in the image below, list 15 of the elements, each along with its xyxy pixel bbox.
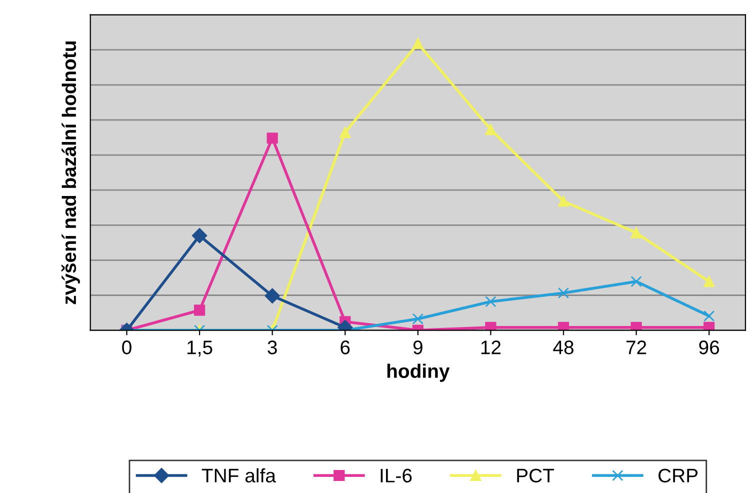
x-tick-label: 48: [553, 340, 574, 354]
legend-label: PCT: [517, 468, 554, 483]
x-tick-label: 72: [626, 340, 646, 354]
x-axis-title: hodiny: [387, 364, 450, 382]
legend-label: CRP: [658, 468, 698, 483]
x-tick-label: 12: [481, 340, 501, 354]
x-tick-label: 96: [699, 340, 720, 354]
x-tick-label: 9: [413, 340, 422, 354]
x-tick-label: 1,5: [188, 340, 212, 357]
y-axis-title: zvýšení nad bazální hodnotu: [61, 41, 80, 304]
x-tick-label: 3: [268, 340, 277, 354]
legend-label: IL-6: [380, 468, 412, 483]
legend-label: TNF alfa: [202, 468, 276, 483]
x-tick-label: 0: [122, 340, 132, 354]
x-tick-label: 6: [340, 340, 350, 354]
